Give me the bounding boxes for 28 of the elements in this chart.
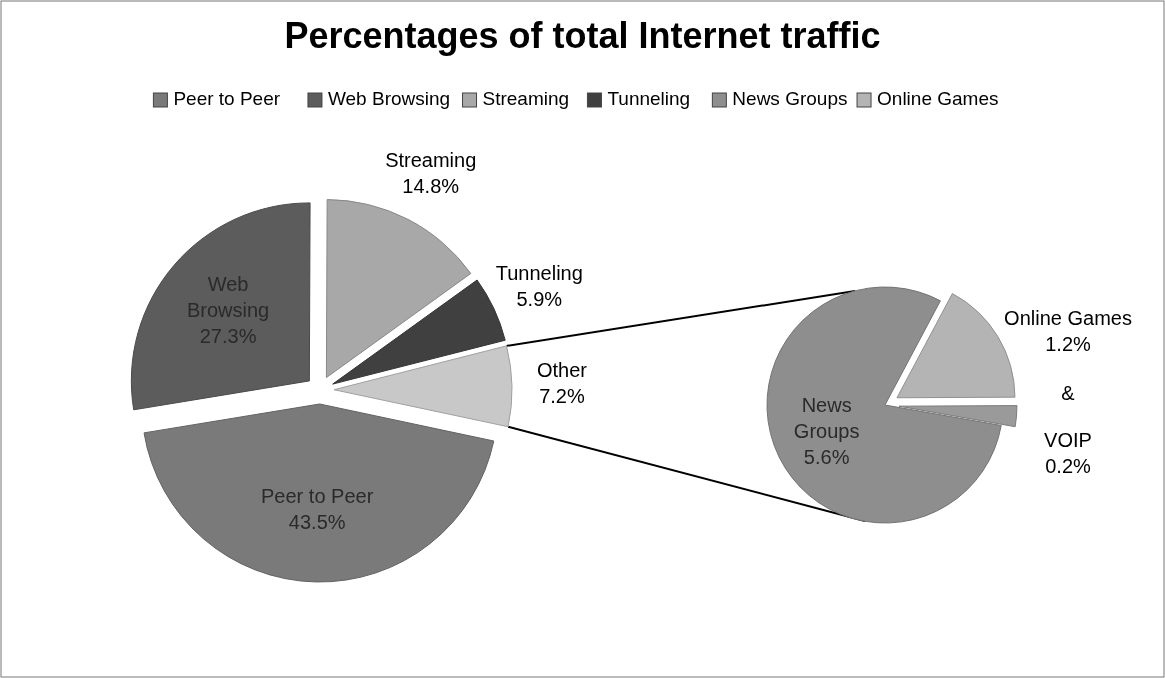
slice-label: VOIP: [1044, 429, 1092, 452]
slice-label: Other: [536, 359, 588, 382]
legend-label: News Groups: [732, 88, 848, 110]
data-label: 0.2%: [1045, 455, 1092, 478]
data-label: 14.8%: [402, 175, 460, 198]
data-label: 5.6%: [803, 446, 850, 469]
data-label: 43.5%: [288, 511, 346, 534]
chart-title: Percentages of total Internet traffic: [284, 15, 881, 56]
slice-label: Streaming: [385, 149, 477, 172]
data-label: 7.2%: [539, 385, 585, 408]
legend-entry: Peer to Peer: [152, 88, 281, 109]
legend-label: Peer to Peer: [173, 88, 281, 110]
legend-entry: Streaming: [462, 88, 570, 109]
legend-entry: Tunneling: [586, 88, 691, 109]
data-label: 1.2%: [1045, 333, 1092, 356]
text: &: [1061, 382, 1076, 405]
legend-entry: News Groups: [711, 88, 848, 109]
slice-label: Online Games: [1004, 307, 1132, 330]
slice-label: News Groups: [793, 394, 860, 443]
slice-label: Tunneling: [495, 261, 583, 284]
data-label: 5.9%: [516, 287, 563, 310]
legend-label: Streaming: [482, 88, 570, 110]
legend-entry: Web Browsing: [307, 88, 451, 109]
legend-label: Online Games: [877, 88, 999, 110]
legend-entry: Online Games: [856, 88, 999, 109]
legend-label: Web Browsing: [327, 88, 451, 110]
legend-label: Tunneling: [607, 88, 691, 110]
slice-label: Peer to Peer: [261, 485, 374, 508]
